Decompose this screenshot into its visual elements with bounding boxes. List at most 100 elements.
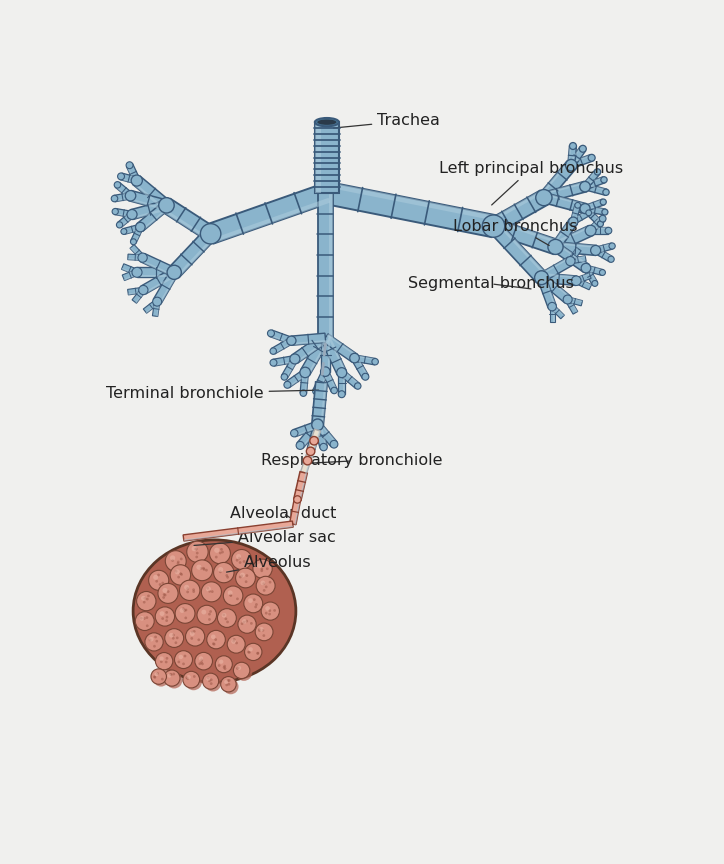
Polygon shape — [145, 274, 177, 294]
Circle shape — [269, 609, 272, 612]
Polygon shape — [127, 258, 143, 260]
Polygon shape — [323, 334, 357, 362]
Circle shape — [182, 582, 202, 603]
Circle shape — [184, 585, 189, 590]
Circle shape — [143, 600, 146, 604]
Polygon shape — [537, 276, 556, 308]
Circle shape — [218, 567, 223, 572]
Circle shape — [214, 638, 217, 641]
Polygon shape — [315, 122, 321, 193]
Circle shape — [170, 673, 172, 677]
Polygon shape — [328, 338, 330, 372]
Polygon shape — [584, 267, 597, 285]
Polygon shape — [162, 199, 215, 240]
Circle shape — [177, 606, 198, 626]
Polygon shape — [342, 370, 360, 384]
Polygon shape — [584, 184, 607, 195]
Circle shape — [198, 638, 200, 641]
Circle shape — [172, 567, 193, 588]
Circle shape — [185, 608, 188, 612]
Polygon shape — [568, 147, 581, 164]
Circle shape — [155, 607, 174, 626]
Polygon shape — [588, 216, 605, 233]
Circle shape — [571, 276, 581, 285]
Circle shape — [138, 253, 147, 263]
Circle shape — [570, 143, 576, 149]
Circle shape — [172, 637, 174, 639]
Circle shape — [262, 582, 265, 585]
Circle shape — [236, 554, 241, 559]
Polygon shape — [583, 170, 600, 188]
Circle shape — [153, 645, 156, 648]
Polygon shape — [122, 270, 138, 281]
Circle shape — [246, 596, 265, 615]
Circle shape — [117, 222, 122, 228]
Polygon shape — [568, 297, 583, 302]
Circle shape — [201, 610, 206, 614]
Circle shape — [236, 597, 239, 600]
Circle shape — [210, 678, 213, 681]
Circle shape — [163, 593, 166, 596]
Circle shape — [223, 679, 238, 695]
Circle shape — [261, 563, 263, 566]
Polygon shape — [274, 342, 293, 354]
Circle shape — [180, 580, 200, 600]
Polygon shape — [156, 302, 160, 316]
Circle shape — [125, 191, 136, 201]
Circle shape — [603, 189, 609, 195]
Polygon shape — [584, 200, 605, 212]
Circle shape — [199, 657, 203, 661]
Circle shape — [256, 576, 275, 595]
Polygon shape — [575, 278, 592, 289]
Circle shape — [127, 209, 137, 219]
Circle shape — [201, 658, 203, 661]
Polygon shape — [572, 210, 588, 220]
Circle shape — [172, 633, 174, 637]
Circle shape — [126, 162, 133, 168]
Circle shape — [255, 562, 274, 581]
Polygon shape — [321, 383, 327, 425]
Ellipse shape — [133, 540, 296, 683]
Polygon shape — [153, 270, 178, 304]
Circle shape — [247, 651, 250, 653]
Polygon shape — [300, 335, 330, 375]
Circle shape — [177, 653, 195, 670]
Circle shape — [222, 613, 227, 618]
Circle shape — [165, 661, 167, 664]
Circle shape — [139, 285, 148, 295]
Circle shape — [177, 561, 180, 563]
Polygon shape — [494, 219, 558, 244]
Circle shape — [599, 270, 605, 276]
Circle shape — [599, 215, 606, 222]
Circle shape — [117, 173, 125, 180]
Polygon shape — [207, 183, 330, 244]
Polygon shape — [550, 307, 555, 322]
Circle shape — [259, 627, 264, 632]
Circle shape — [240, 618, 258, 636]
Polygon shape — [300, 429, 321, 473]
Circle shape — [258, 628, 261, 631]
Circle shape — [482, 215, 505, 238]
Polygon shape — [583, 206, 602, 226]
Circle shape — [600, 199, 606, 205]
Circle shape — [290, 354, 300, 364]
Circle shape — [221, 677, 236, 692]
Circle shape — [261, 568, 264, 570]
Circle shape — [264, 604, 282, 622]
Polygon shape — [114, 208, 132, 218]
Text: Respiratory bronchiole: Respiratory bronchiole — [261, 454, 442, 468]
Polygon shape — [137, 267, 174, 277]
Polygon shape — [584, 206, 605, 215]
Text: Alveolar duct: Alveolar duct — [230, 505, 337, 521]
Polygon shape — [130, 245, 145, 259]
Circle shape — [195, 556, 198, 558]
Circle shape — [169, 633, 174, 638]
Polygon shape — [557, 243, 589, 266]
Polygon shape — [489, 191, 542, 223]
Polygon shape — [327, 371, 337, 390]
Circle shape — [321, 367, 330, 377]
Polygon shape — [556, 242, 596, 248]
Circle shape — [177, 660, 180, 664]
Circle shape — [227, 683, 230, 686]
Circle shape — [147, 635, 166, 653]
